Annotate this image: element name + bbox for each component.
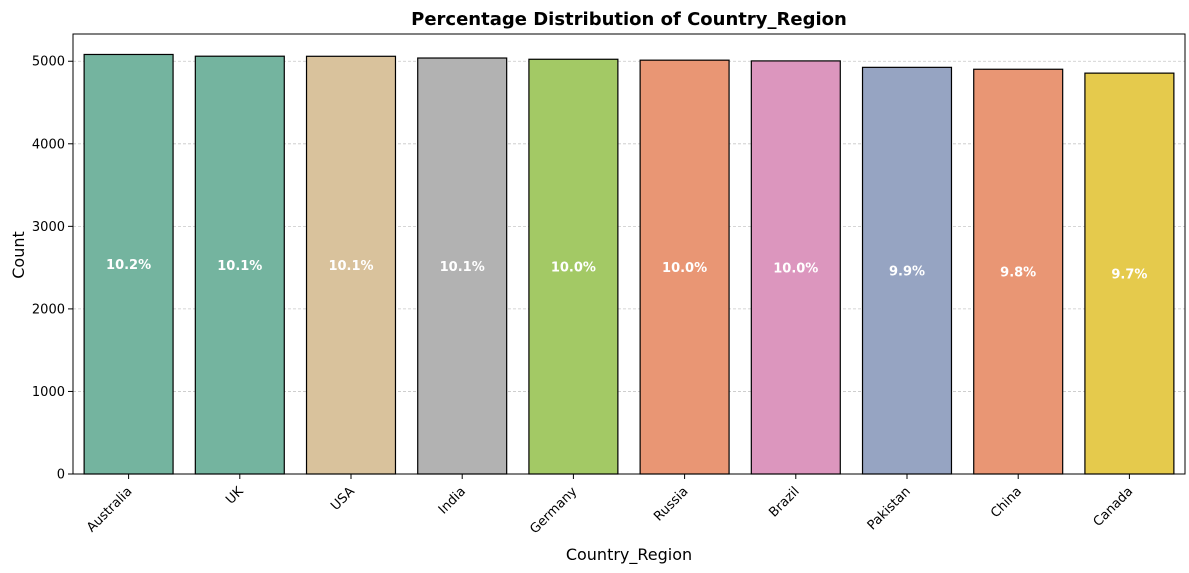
bar-india: [417, 57, 508, 475]
x-tick-label: Brazil: [766, 484, 802, 520]
bar-percent-label: 9.7%: [1111, 268, 1147, 283]
bar-percent-label: 10.1%: [328, 259, 373, 274]
y-tick-label: 0: [57, 468, 65, 483]
bar-germany: [528, 58, 619, 475]
bar-percent-label: 10.2%: [106, 258, 151, 273]
x-tick-label: Germany: [527, 484, 580, 537]
bar-percent-label: 9.8%: [1000, 266, 1036, 281]
bar-percent-label: 10.0%: [551, 261, 596, 276]
y-tick-label: 5000: [32, 55, 65, 70]
y-tick-label: 4000: [32, 137, 65, 152]
bars: 10.2% 10.1% 10.1% 10.1% 10.0% 10.0% 10.0% 9.9% 9…: [83, 53, 1175, 475]
bar-usa: [305, 55, 397, 475]
x-tick-label: Australia: [84, 484, 135, 535]
plot-frame: [72, 33, 1186, 475]
bar-canada: [1084, 72, 1175, 475]
bar-russia: [639, 59, 730, 475]
bar-brazil: [750, 60, 841, 475]
x-tick-label: Pakistan: [865, 484, 914, 533]
x-axis-label: Country_Region: [566, 545, 692, 565]
bar-percent-label: 10.0%: [773, 261, 818, 276]
x-tick-label: India: [436, 484, 469, 517]
x-axis: Australia UK USA India Germany Russia Brazil Pa…: [84, 474, 1136, 537]
y-tick-label: 2000: [32, 302, 65, 317]
x-tick-label: UK: [223, 484, 247, 508]
x-tick-label: Canada: [1091, 484, 1137, 530]
y-tick-label: 3000: [32, 220, 65, 235]
bar-pakistan: [861, 66, 953, 475]
bar-uk: [194, 55, 285, 475]
x-tick-label: USA: [328, 484, 358, 514]
chart-title: Percentage Distribution of Country_Regio…: [411, 9, 847, 30]
x-tick-label: Russia: [651, 484, 691, 524]
y-axis-label: Count: [9, 231, 28, 279]
y-axis: 0 1000 2000 3000 4000 5000: [32, 55, 73, 483]
bar-percent-label: 10.1%: [440, 260, 485, 275]
y-tick-label: 1000: [32, 385, 65, 400]
x-tick-label: China: [988, 484, 1025, 521]
bar-percent-label: 10.0%: [662, 261, 707, 276]
bar-percent-label: 9.9%: [889, 265, 925, 280]
bar-percent-label: 10.1%: [217, 259, 262, 274]
